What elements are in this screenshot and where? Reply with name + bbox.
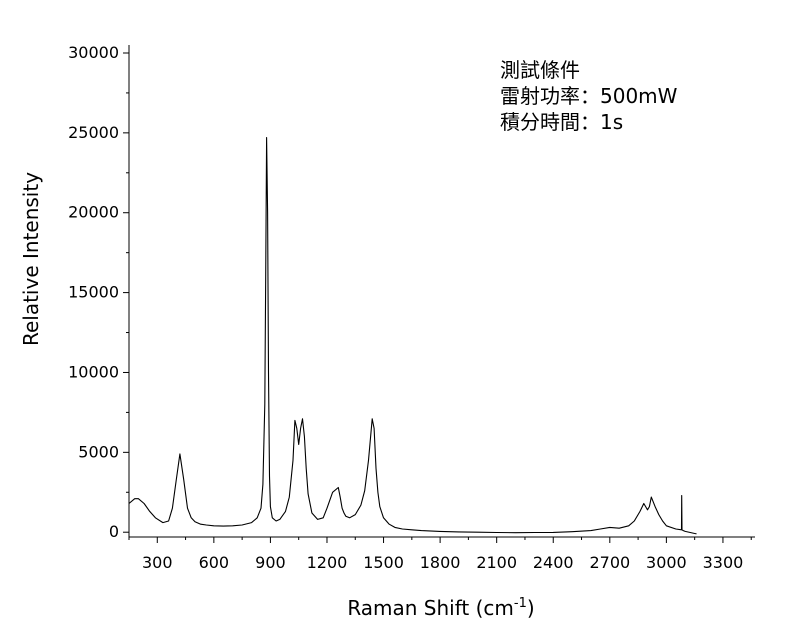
x-axis: 300 600 900 1200 1500 1800 2100 2400 2700 3000 330…	[128, 537, 752, 572]
plot-frame	[128, 45, 755, 538]
y-tick-label: 5000	[78, 442, 119, 461]
annotation-line-3: 積分時間：1s	[500, 110, 623, 134]
x-tick-label: 3000	[646, 553, 687, 572]
x-axis-title: Raman Shift (cm-1)	[347, 596, 534, 620]
y-tick-label: 10000	[68, 362, 119, 381]
x-axis-title-end: )	[527, 596, 535, 620]
x-tick-label: 2400	[533, 553, 574, 572]
x-tick-label: 1200	[307, 553, 348, 572]
y-tick-label: 20000	[68, 203, 119, 222]
x-tick-label: 1800	[420, 553, 461, 572]
y-tick-label: 25000	[68, 123, 119, 142]
x-tick-label: 300	[142, 553, 173, 572]
y-tick-label: 15000	[68, 283, 119, 302]
x-tick-label: 600	[199, 553, 230, 572]
y-axis-title: Relative Intensity	[19, 172, 43, 346]
x-tick-label: 3300	[703, 553, 744, 572]
annotation-line-1: 測試條件	[500, 58, 580, 82]
y-axis: 0 5000 10000 15000 20000 25000 30000	[68, 43, 129, 541]
x-tick-label: 900	[255, 553, 286, 572]
x-axis-title-superscript: -1	[514, 596, 527, 611]
y-tick-label: 30000	[68, 43, 119, 62]
spectrum-line	[128, 137, 697, 535]
x-tick-label: 2700	[589, 553, 630, 572]
x-tick-label: 1500	[363, 553, 404, 572]
x-tick-label: 2100	[476, 553, 517, 572]
y-tick-label: 0	[109, 522, 119, 541]
annotation-line-2: 雷射功率：500mW	[500, 84, 678, 108]
test-conditions-annotation: 測試條件 雷射功率：500mW 積分時間：1s	[500, 58, 678, 134]
